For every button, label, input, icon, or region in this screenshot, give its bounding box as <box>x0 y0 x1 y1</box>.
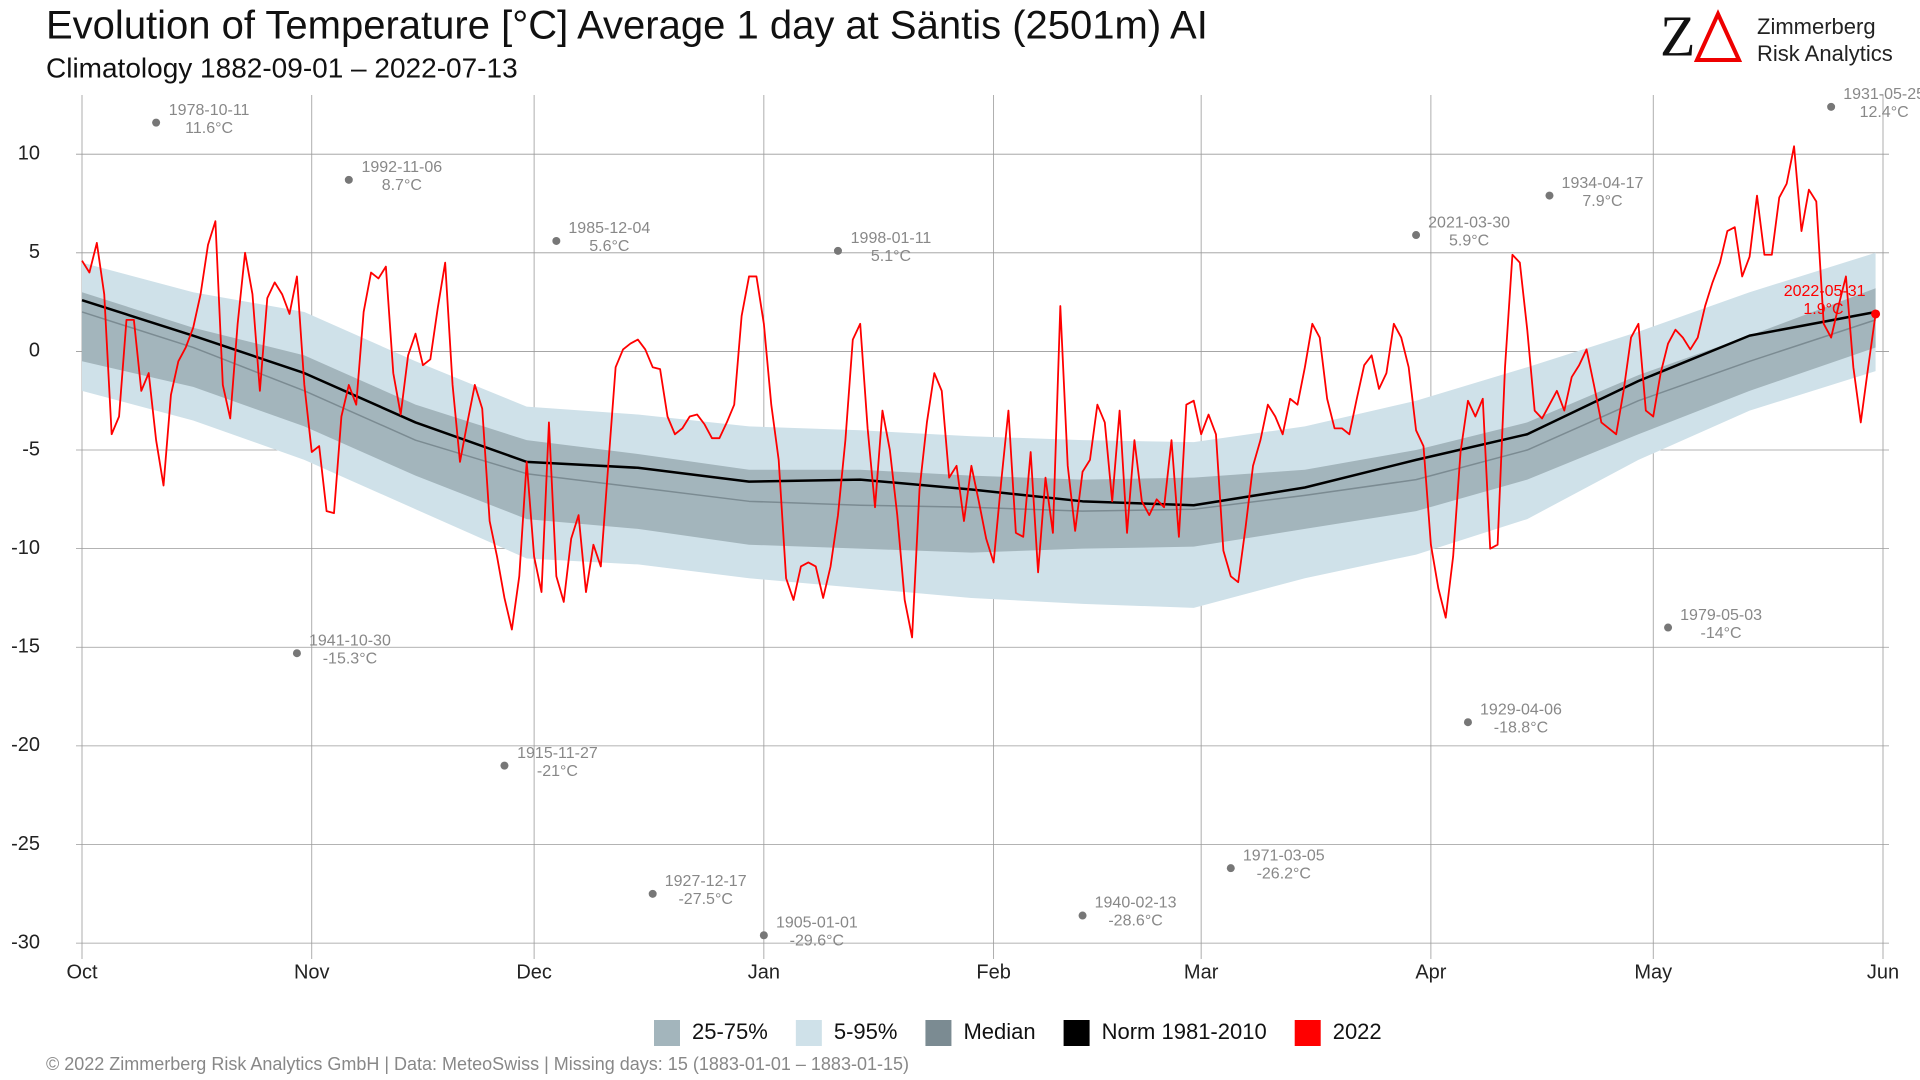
record-value: -26.2°C <box>1257 865 1311 882</box>
record-point <box>648 889 657 898</box>
y-tick-label: -30 <box>11 931 40 953</box>
record-value: 7.9°C <box>1582 193 1622 210</box>
chart-title: Evolution of Temperature [°C] Average 1 … <box>46 4 1208 48</box>
record-point <box>1412 231 1421 240</box>
logo-triangle <box>1693 9 1743 62</box>
x-tick-label: Apr <box>1415 961 1446 983</box>
record-date: 1915-11-27 <box>517 745 598 762</box>
record-date: 1992-11-06 <box>361 159 442 176</box>
record-date: 1927-12-17 <box>665 873 747 890</box>
legend-label: 2022 <box>1333 1019 1382 1044</box>
legend-swatch <box>1294 1020 1321 1046</box>
record-point <box>500 761 509 770</box>
record-date: 1979-05-03 <box>1680 607 1762 624</box>
last-value-label: 1.9°C <box>1803 301 1843 318</box>
logo-mark: Z <box>1660 3 1695 68</box>
line <box>81 298 1876 507</box>
record-value: -14°C <box>1701 625 1742 642</box>
legend-label: 5-95% <box>834 1019 898 1044</box>
record-value: 5.1°C <box>871 248 911 265</box>
record-value: 11.6°C <box>185 120 233 137</box>
x-tick-label: May <box>1634 961 1672 983</box>
legend-swatch <box>1063 1020 1090 1046</box>
x-tick-label: Nov <box>294 961 330 983</box>
record-value: -27.5°C <box>678 891 732 908</box>
record-value: -18.8°C <box>1494 719 1548 736</box>
record-date: 1934-04-17 <box>1562 175 1644 192</box>
y-tick-label: -10 <box>11 537 40 559</box>
line <box>81 311 1876 512</box>
legend-label: 25-75% <box>692 1019 768 1044</box>
record-point <box>1664 623 1673 632</box>
record-point <box>759 931 768 940</box>
logo-line1: Zimmerberg <box>1757 14 1876 39</box>
record-value: -29.6°C <box>790 932 844 949</box>
record-value: -15.3°C <box>323 650 377 667</box>
record-date: 1998-01-11 <box>851 230 932 247</box>
record-date: 1985-12-04 <box>568 220 650 237</box>
record-value: 5.6°C <box>589 238 629 255</box>
record-value: -28.6°C <box>1108 913 1162 930</box>
record-point <box>1463 718 1472 727</box>
record-date: 1905-01-01 <box>776 914 858 931</box>
record-point <box>1827 102 1836 111</box>
record-value: 5.9°C <box>1449 232 1489 249</box>
y-tick-label: -25 <box>11 833 40 855</box>
record-date: 1940-02-13 <box>1095 895 1177 912</box>
last-label: 2022-05-31 <box>1784 283 1866 300</box>
legend-label: Median <box>963 1019 1035 1044</box>
y-tick-label: 10 <box>18 142 40 164</box>
x-tick-label: Mar <box>1184 961 1219 983</box>
record-point <box>1078 911 1087 920</box>
y-tick-label: -5 <box>22 438 40 460</box>
band <box>82 288 1876 553</box>
legend-swatch <box>925 1020 952 1046</box>
record-point <box>833 246 842 255</box>
record-value: -21°C <box>537 763 578 780</box>
chart-subtitle: Climatology 1882-09-01 – 2022-07-13 <box>46 52 518 83</box>
record-date: 1931-05-25 <box>1843 86 1920 103</box>
legend-label: Norm 1981-2010 <box>1102 1019 1267 1044</box>
x-tick-label: Jun <box>1867 961 1899 983</box>
x-tick-label: Jan <box>748 961 780 983</box>
y-tick-label: -20 <box>11 734 40 756</box>
x-tick-label: Feb <box>976 961 1010 983</box>
legend-swatch <box>795 1020 822 1046</box>
record-date: 1971-03-05 <box>1243 847 1325 864</box>
record-date: 1941-10-30 <box>309 632 391 649</box>
record-value: 8.7°C <box>382 177 422 194</box>
record-date: 1978-10-11 <box>169 102 250 119</box>
record-point <box>1226 864 1235 873</box>
record-point <box>552 236 561 245</box>
record-point <box>344 175 353 184</box>
legend-swatch <box>654 1020 680 1046</box>
record-point <box>152 118 161 127</box>
record-date: 2021-03-30 <box>1428 214 1510 231</box>
record-point <box>292 649 301 658</box>
y-tick-label: -15 <box>11 636 40 658</box>
x-tick-label: Dec <box>516 961 552 983</box>
last-point <box>1871 309 1881 319</box>
line <box>81 145 1877 639</box>
record-date: 1929-04-06 <box>1480 701 1562 718</box>
y-tick-label: 0 <box>29 340 40 362</box>
y-tick-label: 5 <box>29 241 40 263</box>
record-point <box>1545 191 1554 200</box>
logo-line2: Risk Analytics <box>1757 41 1893 66</box>
footer: © 2022 Zimmerberg Risk Analytics GmbH | … <box>46 1054 909 1074</box>
x-tick-label: Oct <box>66 961 98 983</box>
record-value: 12.4°C <box>1860 104 1909 121</box>
